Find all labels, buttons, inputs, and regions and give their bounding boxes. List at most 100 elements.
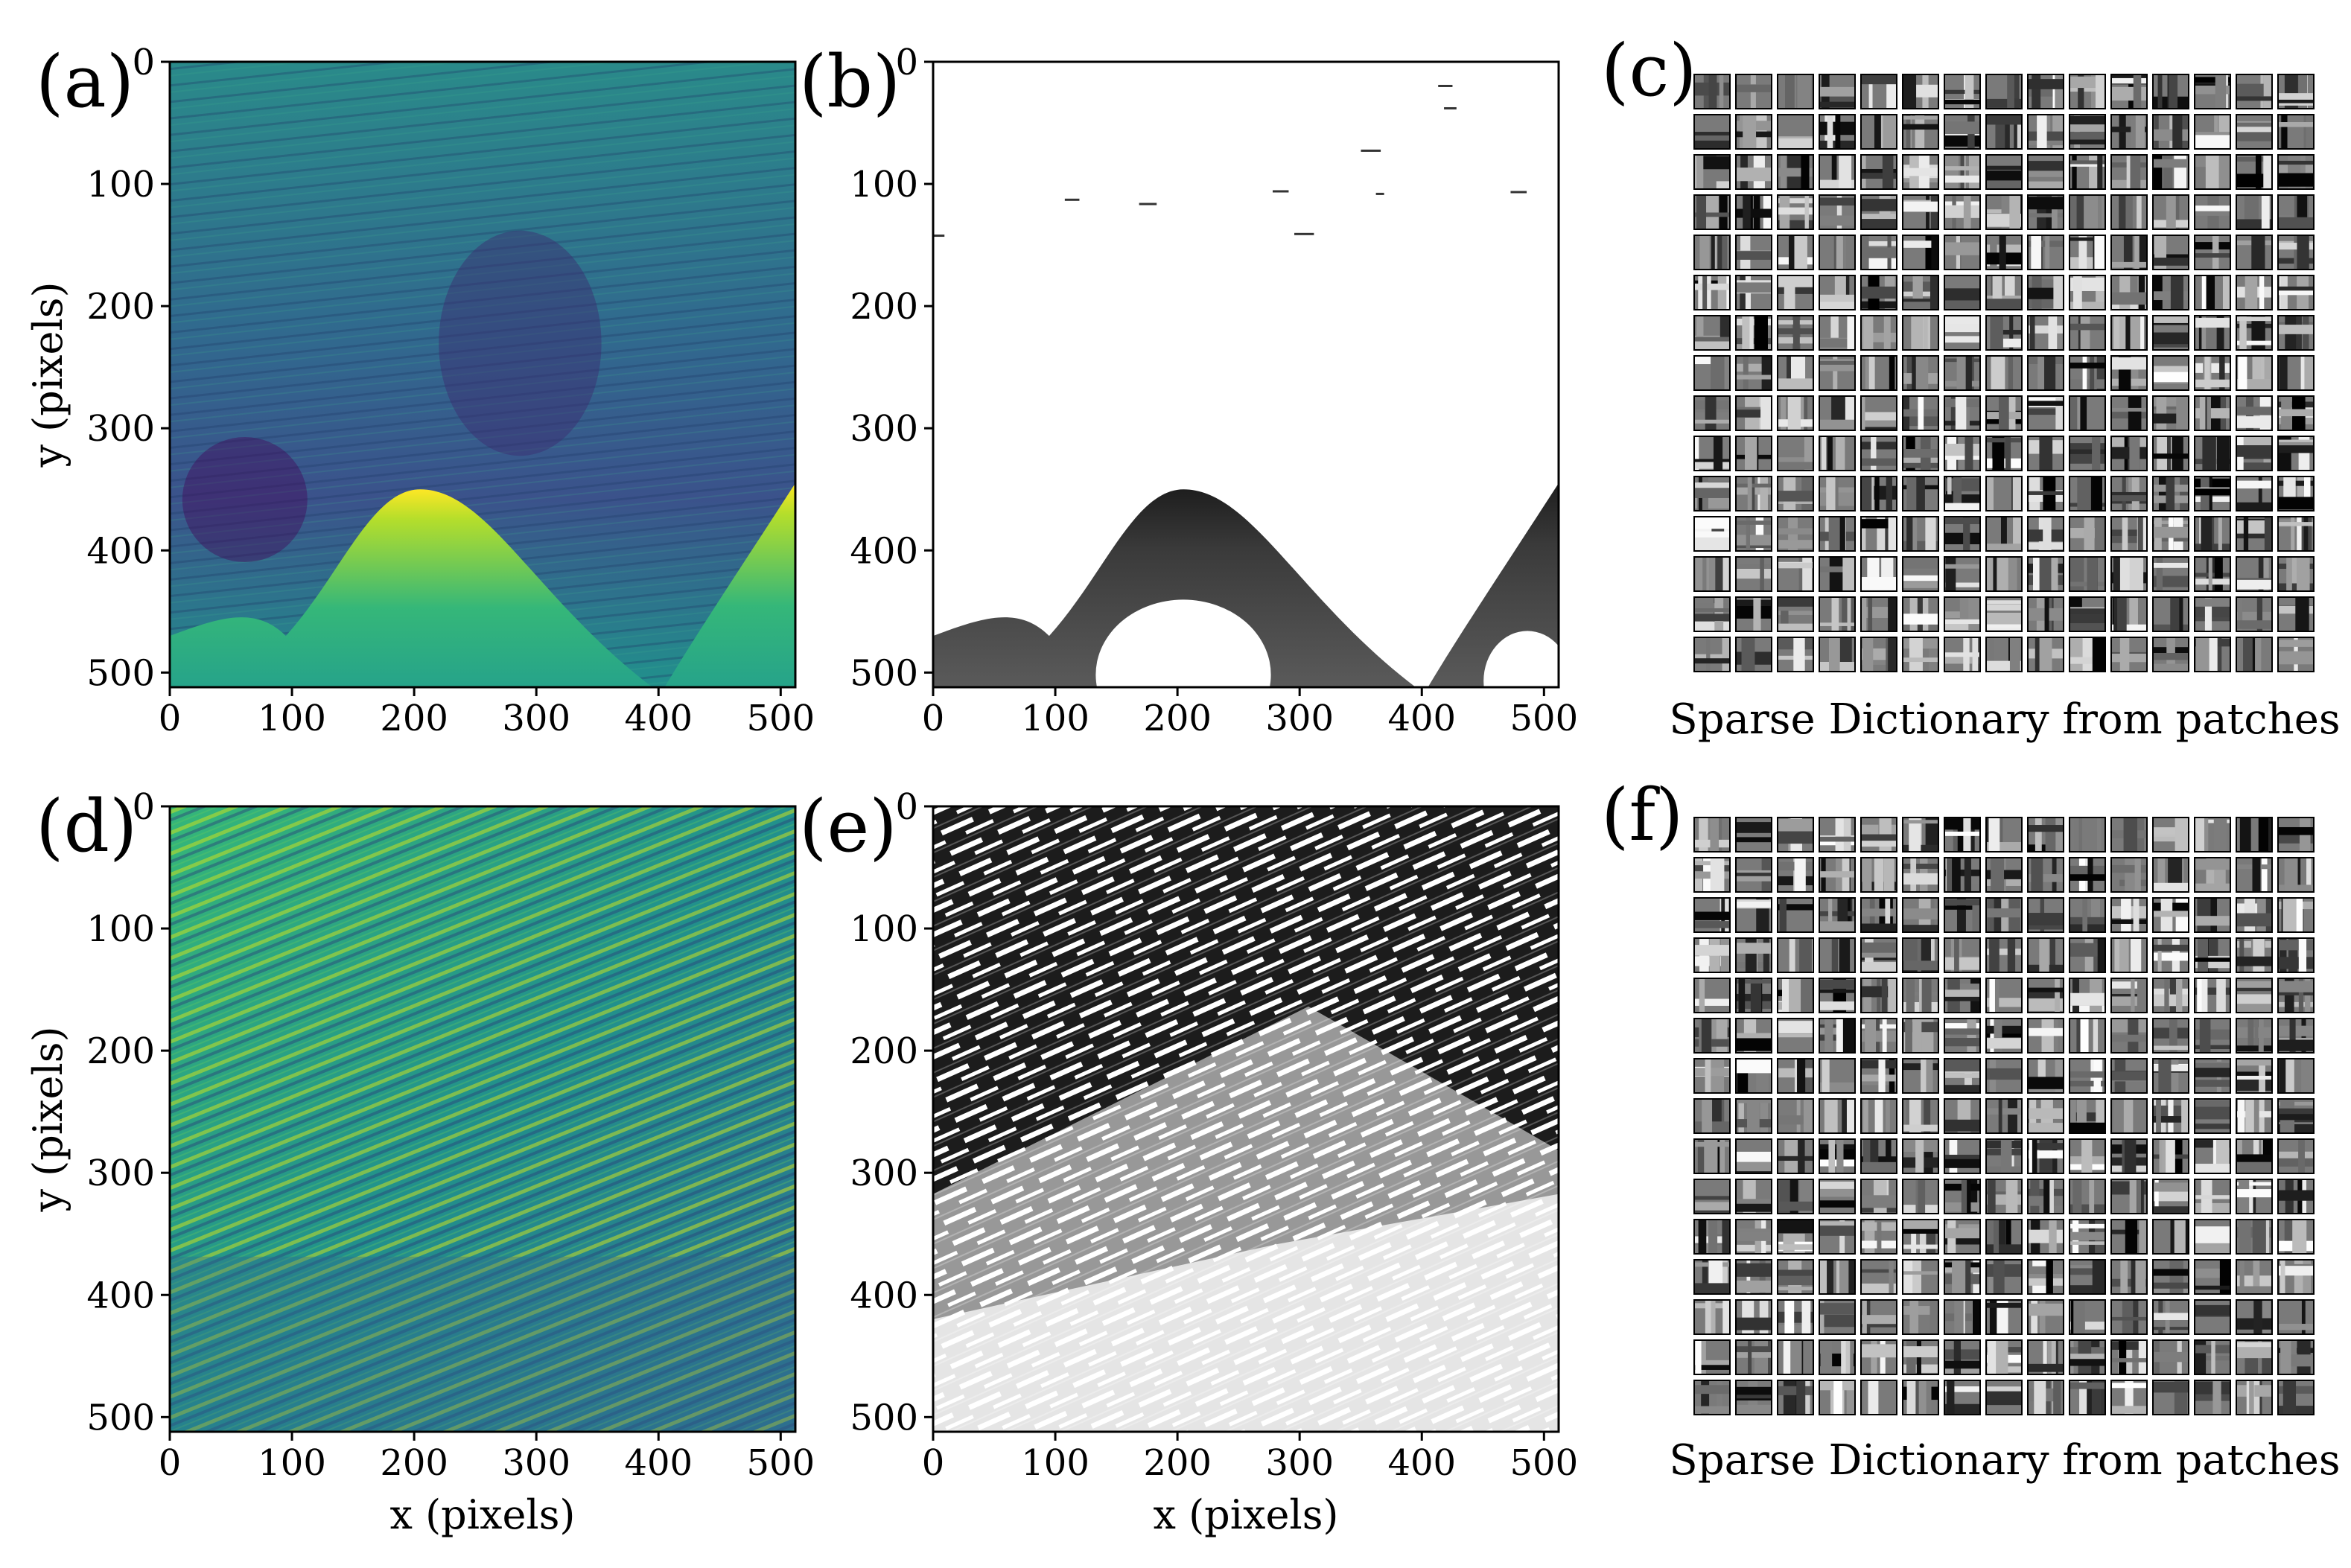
dictionary-atom — [2194, 355, 2231, 391]
dictionary-atom — [1860, 1219, 1897, 1255]
dictionary-atom — [1693, 596, 1731, 632]
dictionary-atom — [2152, 315, 2189, 351]
dictionary-atom — [2152, 596, 2189, 632]
dictionary-atom — [2027, 395, 2064, 431]
dictionary-atom — [2069, 154, 2106, 190]
dictionary-atom — [2152, 1219, 2189, 1255]
dictionary-atom — [1777, 275, 1814, 310]
x-tick-label: 0 — [159, 698, 182, 739]
dictionary-atom — [1735, 937, 1772, 973]
dictionary-atom — [1985, 315, 2023, 351]
dictionary-atom — [1693, 1259, 1731, 1295]
dictionary-atom — [2110, 1339, 2148, 1375]
dictionary-atom — [2027, 1058, 2064, 1094]
dictionary-atom — [2277, 857, 2315, 893]
x-tick-label: 300 — [1265, 1442, 1334, 1484]
dictionary-atom — [1860, 1138, 1897, 1174]
dictionary-atom — [1735, 516, 1772, 552]
dictionary-atom — [2110, 1138, 2148, 1174]
dictionary-atom — [1944, 897, 1981, 933]
dictionary-atom — [2194, 1058, 2231, 1094]
dictionary-atom — [1777, 897, 1814, 933]
x-tick-label: 500 — [747, 698, 815, 739]
dictionary-atom — [2194, 817, 2231, 852]
dictionary-atom — [1985, 154, 2023, 190]
dictionary-atom — [1944, 1299, 1981, 1335]
dictionary-atom — [1902, 1098, 1939, 1134]
dictionary-atom — [1735, 476, 1772, 511]
dictionary-atom — [1693, 315, 1731, 351]
x-tick-label: 200 — [380, 698, 448, 739]
dictionary-atom — [2152, 1299, 2189, 1335]
dictionary-atom — [1693, 1098, 1731, 1134]
dictionary-atom — [1902, 1299, 1939, 1335]
dictionary-atom — [2277, 556, 2315, 592]
dictionary-atom — [2152, 516, 2189, 552]
dictionary-atom — [1819, 315, 1856, 351]
dictionary-atom — [2069, 476, 2106, 511]
dictionary-atom — [2236, 1018, 2273, 1054]
dictionary-atom — [2110, 1380, 2148, 1415]
panel-label: (c) — [1601, 29, 1697, 112]
dictionary-atom — [2277, 637, 2315, 672]
dictionary-atom — [2152, 857, 2189, 893]
dictionary-atom — [1735, 857, 1772, 893]
dictionary-atom — [1819, 275, 1856, 310]
dictionary-atom — [1985, 1138, 2023, 1174]
dictionary-atom — [2069, 1299, 2106, 1335]
dictionary-atom — [1985, 1098, 2023, 1134]
dictionary-atom — [2027, 596, 2064, 632]
y-tick-label: 400 — [850, 1275, 918, 1316]
dictionary-atom — [1693, 857, 1731, 893]
dictionary-atom — [2194, 275, 2231, 310]
dictionary-atom — [1735, 1299, 1772, 1335]
dictionary-atom — [1944, 1138, 1981, 1174]
dictionary-atom — [1902, 74, 1939, 109]
dictionary-atom — [1735, 315, 1772, 351]
dictionary-atom — [2194, 1299, 2231, 1335]
dictionary-atom — [1777, 637, 1814, 672]
dictionary-atom — [2027, 476, 2064, 511]
dictionary-atom — [1819, 1138, 1856, 1174]
dictionary-atom — [2069, 235, 2106, 270]
panel-label: (b) — [799, 40, 900, 124]
dictionary-atom — [1985, 897, 2023, 933]
dictionary-atom — [1860, 154, 1897, 190]
dictionary-atom — [1944, 194, 1981, 230]
axes-frame-b — [932, 60, 1560, 689]
dictionary-atom — [1777, 1138, 1814, 1174]
dictionary-atom — [1944, 355, 1981, 391]
dictionary-atom — [1944, 556, 1981, 592]
dictionary-atom — [2069, 74, 2106, 109]
dictionary-atom — [1860, 937, 1897, 973]
dictionary-atom — [1735, 1259, 1772, 1295]
dictionary-atom — [1902, 436, 1939, 471]
dictionary-atom — [2194, 1098, 2231, 1134]
y-tick-label: 500 — [850, 1397, 918, 1438]
dictionary-atom — [2110, 897, 2148, 933]
dictionary-atom — [1819, 516, 1856, 552]
dictionary-atom — [1860, 516, 1897, 552]
dictionary-atom — [1860, 476, 1897, 511]
dictionary-atom — [2027, 355, 2064, 391]
dictionary-grid-f — [1693, 817, 2315, 1415]
dictionary-atom — [2277, 1219, 2315, 1255]
x-tick-label: 400 — [624, 698, 693, 739]
dictionary-atom — [1944, 1098, 1981, 1134]
dictionary-atom — [1902, 978, 1939, 1013]
dictionary-atom — [2027, 315, 2064, 351]
dictionary-atom — [2152, 114, 2189, 150]
dictionary-atom — [1735, 154, 1772, 190]
dictionary-atom — [2110, 1098, 2148, 1134]
dictionary-atom — [1985, 1339, 2023, 1375]
dictionary-atom — [2069, 556, 2106, 592]
dictionary-atom — [1902, 476, 1939, 511]
dictionary-atom — [1819, 1339, 1856, 1375]
dictionary-atom — [2110, 637, 2148, 672]
dictionary-atom — [1860, 114, 1897, 150]
dictionary-atom — [2277, 937, 2315, 973]
dictionary-atom — [2027, 516, 2064, 552]
dictionary-atom — [1735, 817, 1772, 852]
dictionary-atom — [2110, 1259, 2148, 1295]
dictionary-atom — [2110, 476, 2148, 511]
